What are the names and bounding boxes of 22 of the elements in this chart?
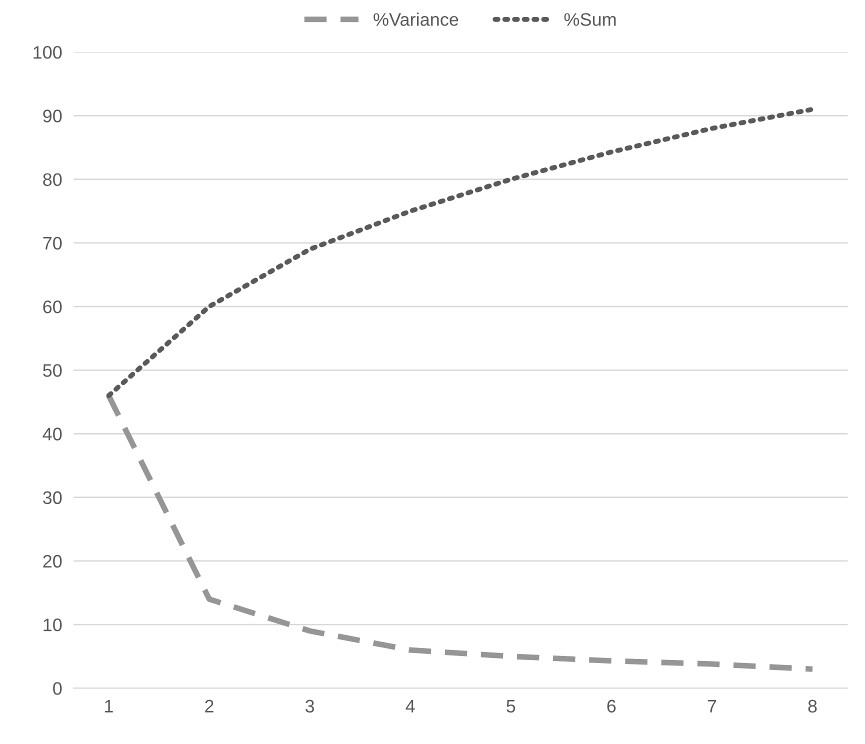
x-tick-label: 1 (105, 700, 113, 712)
y-tick-label: 10 (44, 618, 62, 632)
y-tick-label: 40 (42, 428, 62, 440)
x-tick-label: 5 (506, 700, 516, 713)
y-tick-label: 80 (43, 173, 62, 186)
y-tick-label: 90 (43, 110, 62, 122)
x-tick-label: 4 (406, 700, 415, 712)
y-tick-label: 100 (34, 46, 62, 59)
y-tick-label: 30 (43, 491, 62, 504)
y-tick-label: 70 (43, 236, 62, 250)
y-tick-label: 50 (43, 364, 62, 377)
legend-label: %Sum (564, 13, 616, 26)
y-tick-label: 0 (53, 682, 62, 695)
legend-label: %Variance (374, 12, 458, 26)
x-tick-label: 7 (708, 700, 716, 712)
y-tick-label: 60 (43, 300, 62, 314)
y-tick-label: 20 (43, 554, 62, 568)
x-tick-label: 8 (808, 700, 817, 713)
line-series (106, 106, 815, 398)
x-tick-label: 6 (607, 700, 616, 713)
x-tick-label: 3 (305, 700, 314, 713)
x-tick-label: 2 (205, 700, 214, 712)
